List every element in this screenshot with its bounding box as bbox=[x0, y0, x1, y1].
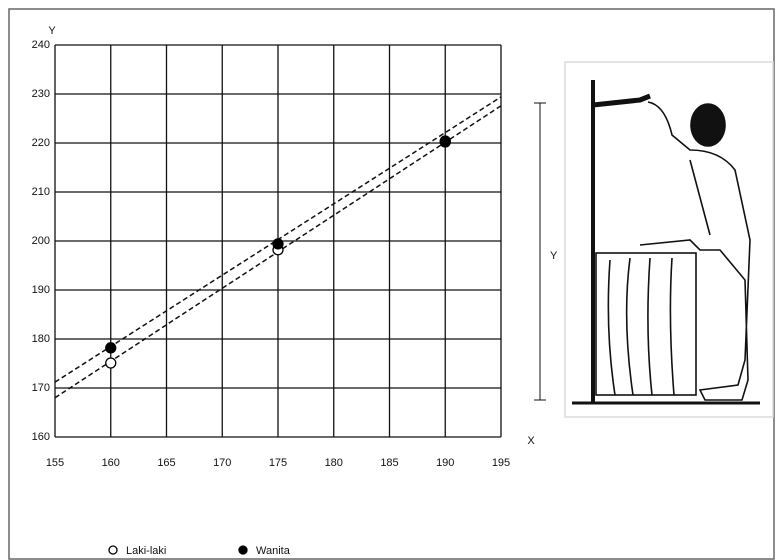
x-tick-label: 155 bbox=[46, 457, 64, 469]
frame bbox=[8, 8, 775, 560]
y-tick-label: 170 bbox=[32, 382, 50, 394]
x-tick-label: 190 bbox=[436, 457, 454, 469]
y-tick-label: 160 bbox=[32, 431, 50, 443]
point bbox=[272, 238, 284, 250]
x-tick-label: 185 bbox=[380, 457, 398, 469]
y-tick-label: 220 bbox=[32, 137, 50, 149]
x-tick-label: 165 bbox=[157, 457, 175, 469]
legend-marker bbox=[108, 545, 118, 555]
legend-label: Laki-laki bbox=[126, 545, 166, 557]
y-tick-label: 230 bbox=[32, 88, 50, 100]
y-tick-label: 200 bbox=[32, 235, 50, 247]
y-tick-label: 240 bbox=[32, 39, 50, 51]
dimension-label: Y bbox=[550, 250, 558, 262]
point bbox=[105, 357, 117, 369]
x-tick-label: 170 bbox=[213, 457, 231, 469]
x-tick-label: 180 bbox=[325, 457, 343, 469]
plot: 160 170 180 190 200 210 220 230 240 155 160 165 170 1… bbox=[32, 25, 536, 557]
point bbox=[439, 135, 451, 147]
x-axis-label: X bbox=[527, 435, 535, 447]
y-axis-label: Y bbox=[48, 25, 56, 37]
point bbox=[105, 342, 117, 354]
illustration bbox=[564, 61, 774, 418]
y-tick-label: 180 bbox=[32, 333, 50, 345]
x-tick-label: 195 bbox=[492, 457, 510, 469]
x-tick-label: 160 bbox=[102, 457, 120, 469]
legend-marker bbox=[238, 545, 248, 555]
legend-label: Wanita bbox=[256, 545, 291, 557]
y-tick-label: 210 bbox=[32, 186, 50, 198]
x-tick-label: 175 bbox=[269, 457, 287, 469]
y-tick-label: 190 bbox=[32, 284, 50, 296]
